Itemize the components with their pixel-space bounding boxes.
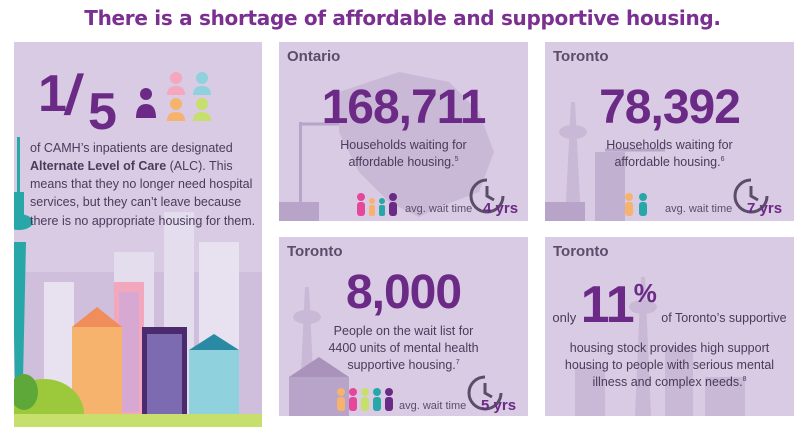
toronto-households-panel: Toronto 78,392 Households waiting for af… — [545, 42, 794, 221]
wait-time-value: 7 yrs — [747, 200, 783, 217]
households-description: Households waiting for affordable housin… — [279, 137, 528, 171]
alc-panel: 1 / 5 of CAMH’s inpatients are designate… — [14, 42, 262, 427]
percentage-tail: of Toronto’s supportive — [661, 311, 787, 325]
people-grid-icon — [136, 72, 211, 121]
clock-icon — [467, 375, 503, 411]
page-title: There is a shortage of affordable and su… — [84, 6, 721, 30]
desc-line: illness and complex needs. — [592, 374, 743, 389]
wait-time-label: avg. wait time — [405, 203, 473, 215]
alc-text-before: of CAMH’s inpatients are designated — [30, 141, 233, 155]
wait-time-value: 4 yrs — [483, 200, 519, 217]
alc-text-after: (ALC). This means that they no longer ne… — [30, 159, 256, 228]
region-label: Ontario — [287, 48, 341, 65]
supportive-percentage-row: only 11% of Toronto’s supportive — [545, 275, 794, 335]
wait-time-value: 5 yrs — [481, 397, 517, 414]
ontario-map-illustration — [279, 72, 494, 221]
percentage-number: 11 — [580, 276, 635, 334]
fraction-numerator: 1 — [38, 65, 67, 123]
fraction-denominator: 5 — [88, 83, 117, 141]
alc-description: of CAMH’s inpatients are designated Alte… — [30, 139, 258, 230]
alc-text-bold: Alternate Level of Care — [30, 159, 167, 174]
waitlist-count: 8,000 — [345, 266, 462, 319]
clock-icon — [733, 178, 769, 214]
ontario-panel: Ontario 168,711 Households waiting for a… — [279, 42, 528, 221]
footnote-marker: 8 — [742, 375, 747, 383]
desc-line: housing stock provides high support — [569, 341, 770, 355]
family-icon — [625, 193, 647, 216]
footnote-marker: 5 — [454, 155, 459, 163]
skyline-illustration — [575, 277, 745, 416]
desc-line: Households waiting for — [340, 138, 467, 152]
toronto-waitlist-panel: Toronto 8,000 People on the wait list fo… — [279, 237, 528, 416]
households-description: Households waiting for affordable housin… — [545, 137, 794, 171]
footnote-marker: 7 — [455, 358, 460, 366]
region-label: Toronto — [287, 243, 343, 260]
desc-line: People on the wait list for — [333, 324, 474, 338]
desc-line: 4400 units of mental health — [328, 340, 479, 355]
desc-line: affordable housing. — [348, 154, 455, 169]
wait-time-label: avg. wait time — [399, 400, 467, 412]
desc-line: housing to people with serious mental — [564, 357, 775, 372]
wait-time-label: avg. wait time — [665, 203, 733, 215]
households-waiting-count: 168,711 — [321, 81, 487, 134]
desc-line: supportive housing. — [347, 357, 456, 372]
family-icon — [357, 193, 397, 216]
people-group-icon — [337, 388, 393, 411]
clock-icon — [469, 178, 505, 214]
supportive-description: housing stock provides high support hous… — [545, 340, 794, 391]
only-label: only — [552, 310, 577, 325]
waitlist-description: People on the wait list for 4400 units o… — [279, 323, 528, 374]
region-label: Toronto — [553, 243, 609, 260]
households-waiting-count: 78,392 — [599, 81, 741, 134]
toronto-supportive-panel: Toronto only 11% of Toronto’s supportive… — [545, 237, 794, 416]
cn-tower-illustration — [545, 102, 665, 221]
footnote-marker: 6 — [720, 155, 725, 163]
desc-line: affordable housing. — [614, 154, 721, 169]
city-illustration — [14, 137, 262, 427]
percent-sign: % — [633, 278, 657, 308]
desc-line: Households waiting for — [606, 138, 733, 152]
region-label: Toronto — [553, 48, 609, 65]
